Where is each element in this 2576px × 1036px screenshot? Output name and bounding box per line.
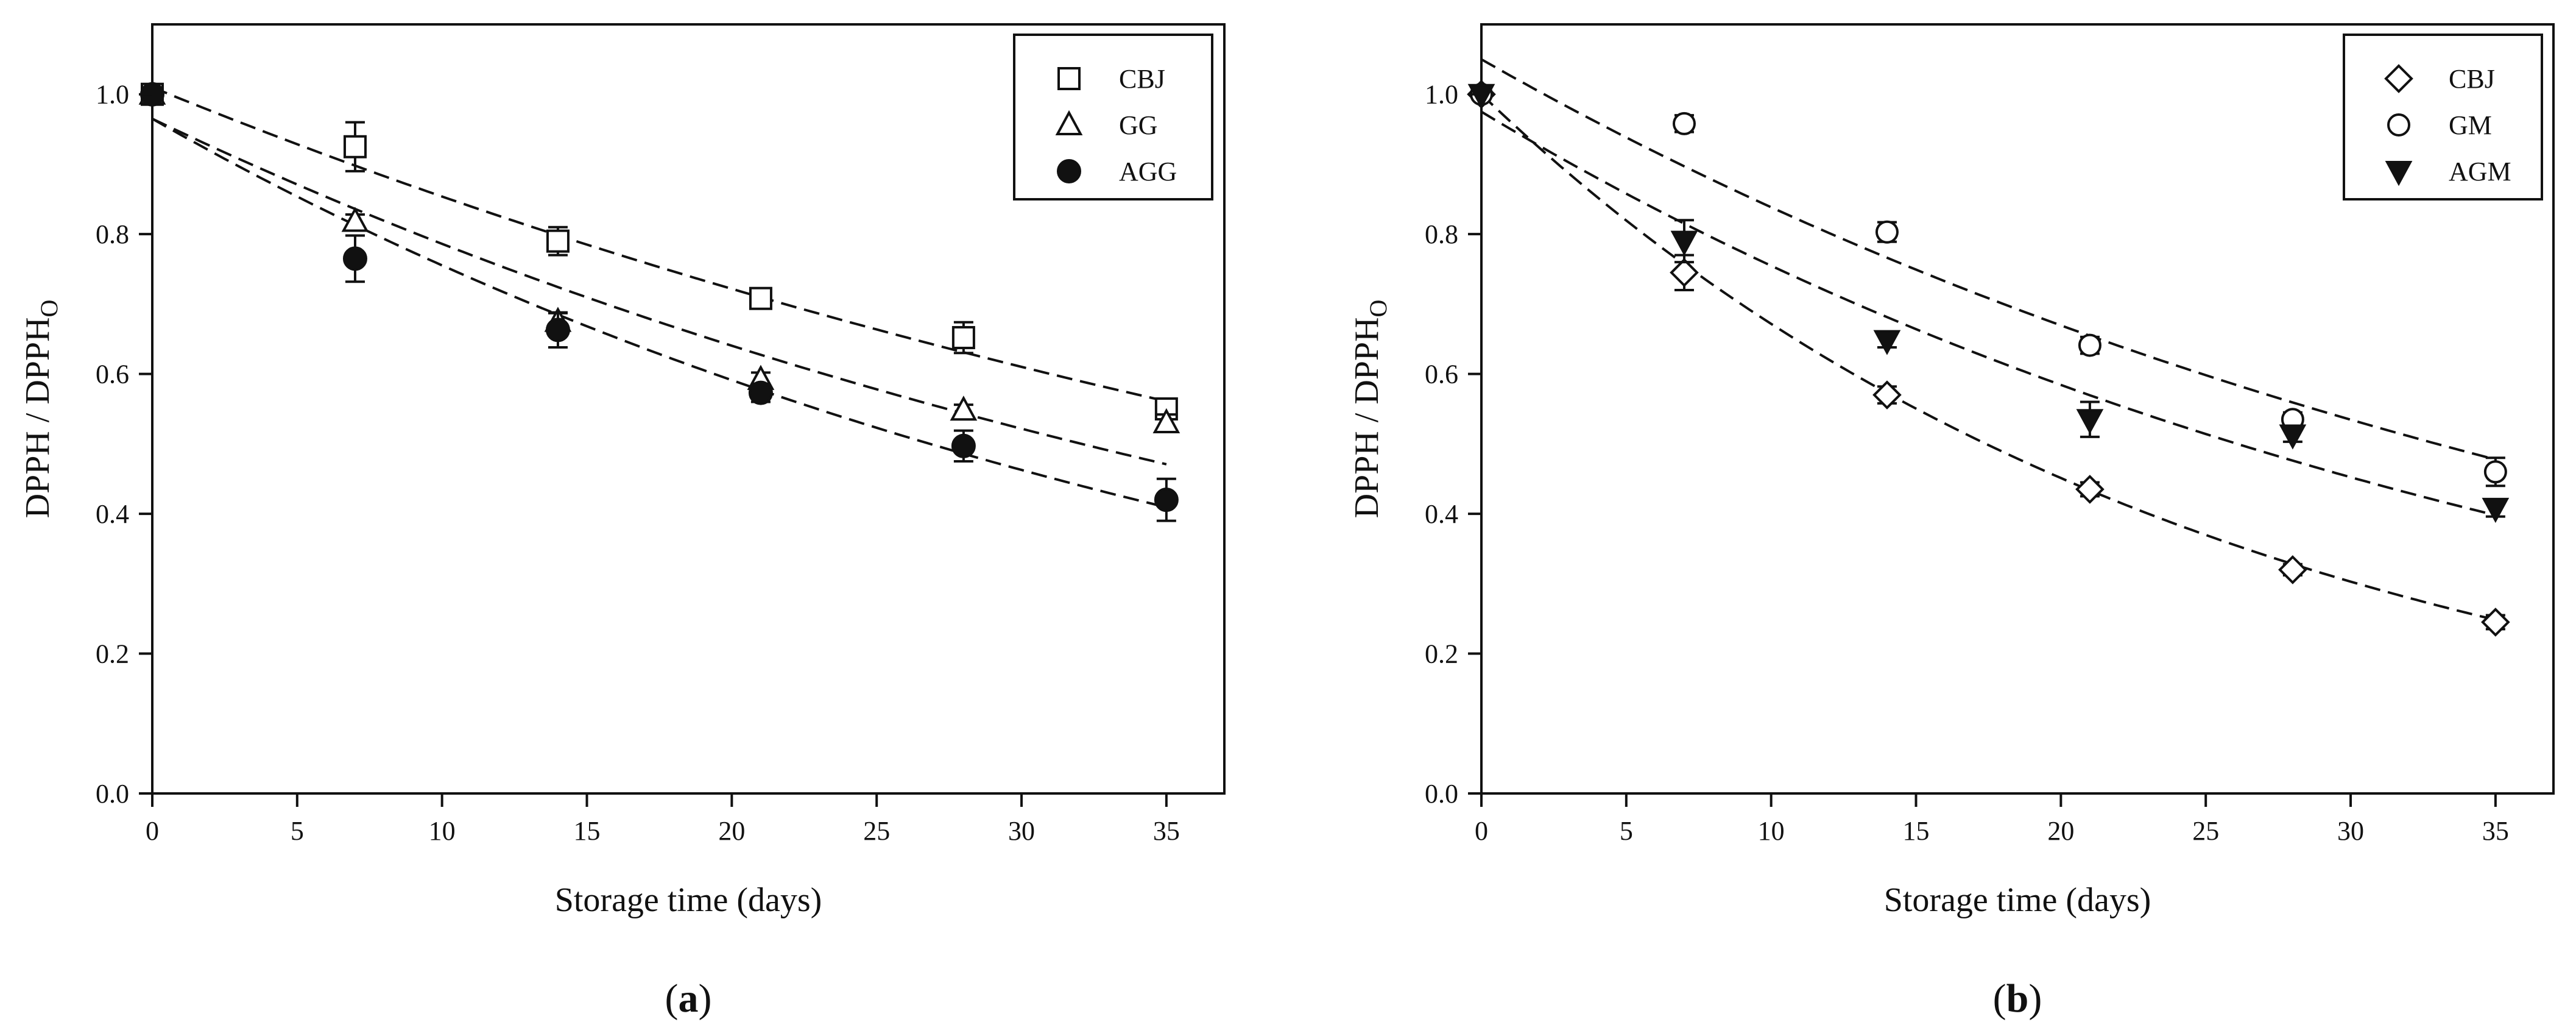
panel-b-point-agm [1670,230,1698,256]
panel-a-point-cbj [546,229,570,253]
panel-a-point-agg [748,380,773,405]
panel-a-point-gg [341,207,369,232]
panel-a-point-agg [342,246,367,271]
panel-a-legend-box [1013,34,1213,200]
panel-b-chart: 0 5 10 15 20 25 30 35 0.0 0.2 0.4 0.6 0.8 1.0 Storage… [1348,23,2555,1021]
panel-a-fit-curve-gg [152,118,1167,466]
panel-b-label: (b) [1993,976,2042,1021]
panel-b-fit-curve-gm [1481,58,2496,461]
panel-a-x-tick-label: 30 [1008,816,1035,846]
panel-b-legend-items: CBJ GM AGM [2384,64,2511,186]
panel-b-y-tick-label: 0.8 [1425,219,1458,249]
panel-b-x-tick-label: 10 [1758,816,1785,846]
panel-a-y-tick-label: 0.6 [96,360,129,389]
panel-b-legend-marker-cbj [2384,64,2413,93]
panel-b-y-tick-label: 0.4 [1425,499,1458,529]
panel-b-y-tick-label: 0.2 [1425,639,1458,669]
panel-b-y-tick-label: 0.6 [1425,360,1458,389]
panel-a-point-cbj [749,286,772,310]
panel-b-point-cbj [2278,555,2307,584]
panel-a-legend-label-cbj: CBJ [1119,64,1165,94]
panel-b-point-agm [2482,497,2510,523]
panel-a-point-agg [545,318,570,342]
panel-b-x-tick-label: 15 [1903,816,1930,846]
panel-b-point-agm [1873,330,1901,355]
panel-b-point-agm [2076,409,2104,435]
panel-a-label: (a) [665,976,712,1021]
panel-a-y-axis-label-subscript: O [35,300,63,318]
panel-b-x-tick-label: 30 [2337,816,2364,846]
panel-a-y-tick-label: 0.0 [96,779,129,809]
panel-b-fit-curves [1480,58,2496,622]
panel-b-x-tick-label: 0 [1475,816,1488,846]
panel-b-legend-box [2343,34,2543,200]
panel-b-y-tick-label: 1.0 [1425,80,1458,110]
panel-b-y-tick-label: 0.0 [1425,779,1458,809]
panel-a-point-agg [1154,488,1179,513]
panel-b-point-gm [1672,112,1696,135]
panel-b-y-axis-label-subscript: O [1364,300,1392,318]
panel-a-y-axis-label: DPPH / DPPHO [19,300,63,519]
panel-b-legend: CBJ GM AGM [2343,34,2543,200]
panel-a-axis-ticks: 0 5 10 15 20 25 30 35 0.0 0.2 0.4 0.6 0.8 1.0 [96,80,1180,846]
panel-b-y-axis-label-main: DPPH / DPPH [1348,317,1386,518]
panel-a-legend-label-agg: AGG [1119,157,1177,186]
panel-a-fit-curves [152,86,1167,509]
panel-b-point-gm [2078,333,2101,357]
panel-b-x-tick-label: 25 [2192,816,2219,846]
panel-b-legend-marker-agm [2385,161,2413,186]
panel-a-x-axis-label: Storage time (days) [555,881,822,919]
panel-b-point-gm [1875,220,1899,244]
panel-b-fit-curve-cbj [1480,93,2496,622]
panel-b-point-agm [1467,83,1495,109]
panel-a-point-agg [951,433,976,458]
panel-b-legend-label-agm: AGM [2449,157,2511,186]
panel-b-point-cbj [1670,258,1699,288]
panel-a-point-cbj [951,325,975,349]
panel-a-y-tick-label: 1.0 [96,80,129,110]
panel-b-axis-ticks: 0 5 10 15 20 25 30 35 0.0 0.2 0.4 0.6 0.8 1.0 [1425,80,2509,846]
panel-b-plot-frame [1480,23,2555,795]
panel-b-point-cbj [2075,475,2105,504]
panel-a-legend-marker-gg [1055,110,1083,135]
panel-b-x-axis-label: Storage time (days) [1884,881,2151,919]
panel-a-legend-items: CBJ GG AGG [1055,64,1177,186]
panel-a-chart: 0 5 10 15 20 25 30 35 0.0 0.2 0.4 0.6 0.8 1.0 Storage… [19,23,1226,1021]
panel-b-legend-marker-gm [2387,113,2410,137]
panel-a-point-cbj [343,135,367,158]
panel-a-fit-curve-agg [152,118,1167,509]
panel-a-point-gg [1152,408,1180,433]
panel-a-x-tick-label: 10 [429,816,456,846]
panel-a-y-tick-label: 0.2 [96,639,129,669]
panel-b-point-cbj [1872,380,1902,410]
panel-a-x-tick-label: 25 [863,816,890,846]
panel-a-fit-curve-cbj [152,86,1167,403]
panel-a-x-tick-label: 0 [146,816,159,846]
panel-b-y-axis-label: DPPH / DPPHO [1348,300,1392,519]
panel-a-y-tick-label: 0.8 [96,219,129,249]
panel-a-y-axis-label-main: DPPH / DPPH [19,317,57,518]
panel-a-point-gg [950,396,978,421]
panel-a-y-tick-label: 0.4 [96,499,129,529]
panel-a-x-tick-label: 5 [291,816,304,846]
panel-b-legend-label-cbj: CBJ [2449,64,2495,94]
panel-a-plot-frame [151,23,1226,795]
panel-a-x-tick-label: 20 [718,816,745,846]
panel-b-data-points [1467,79,2510,637]
panel-a-x-tick-label: 15 [574,816,601,846]
panel-b-fit-curve-agm [1480,110,2496,517]
panel-b-point-gm [2483,460,2507,484]
panel-a-legend-marker-cbj [1057,67,1081,90]
panel-b-x-tick-label: 35 [2482,816,2509,846]
panel-b-x-tick-label: 20 [2047,816,2074,846]
panel-a-legend-label-gg: GG [1119,110,1158,140]
panel-b-x-tick-label: 5 [1620,816,1633,846]
panel-b-point-cbj [2481,608,2510,637]
panel-a-x-tick-label: 35 [1153,816,1180,846]
panel-b-point-agm [2279,424,2307,450]
panel-a-legend-marker-agg [1057,159,1081,183]
panel-a-legend: CBJ GG AGG [1013,34,1213,200]
panel-b-legend-label-gm: GM [2449,110,2492,140]
